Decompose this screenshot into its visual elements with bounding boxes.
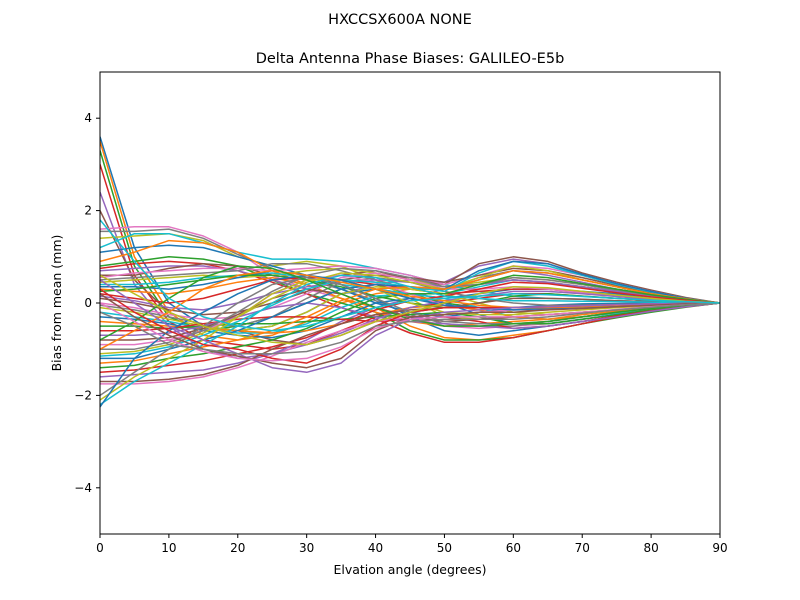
y-tick-label: 4 bbox=[84, 111, 92, 125]
series-line-43 bbox=[100, 274, 720, 369]
x-tick-label: 30 bbox=[299, 541, 314, 555]
x-tick-label: 40 bbox=[368, 541, 383, 555]
y-tick-label: 2 bbox=[84, 204, 92, 218]
x-tick-label: 80 bbox=[643, 541, 658, 555]
series-layer bbox=[100, 136, 720, 408]
x-axis: 0 10 20 30 40 50 60 70 80 90 bbox=[96, 534, 728, 555]
y-axis: −4 −2 0 2 4 bbox=[74, 111, 100, 495]
series-line-59 bbox=[100, 274, 720, 346]
series-line-45 bbox=[100, 290, 720, 378]
y-axis-label: Bias from mean (mm) bbox=[49, 235, 64, 372]
x-tick-label: 0 bbox=[96, 541, 104, 555]
series-line-13 bbox=[100, 256, 720, 341]
x-axis-label: Elvation angle (degrees) bbox=[333, 562, 486, 577]
series-line-38 bbox=[100, 267, 720, 350]
y-tick-label: −4 bbox=[74, 481, 92, 495]
y-tick-label: 0 bbox=[84, 296, 92, 310]
x-tick-label: 90 bbox=[712, 541, 727, 555]
series-line-46 bbox=[100, 297, 720, 383]
x-tick-label: 20 bbox=[230, 541, 245, 555]
series-line-60 bbox=[100, 219, 720, 332]
figure-suptitle: HXCCSX600A NONE bbox=[328, 12, 472, 28]
series-line-58 bbox=[100, 302, 720, 355]
x-tick-label: 70 bbox=[575, 541, 590, 555]
x-tick-label: 60 bbox=[506, 541, 521, 555]
x-tick-label: 10 bbox=[161, 541, 176, 555]
y-tick-label: −2 bbox=[74, 388, 92, 402]
chart-title: Delta Antenna Phase Biases: GALILEO-E5b bbox=[256, 51, 565, 67]
x-tick-label: 50 bbox=[437, 541, 452, 555]
